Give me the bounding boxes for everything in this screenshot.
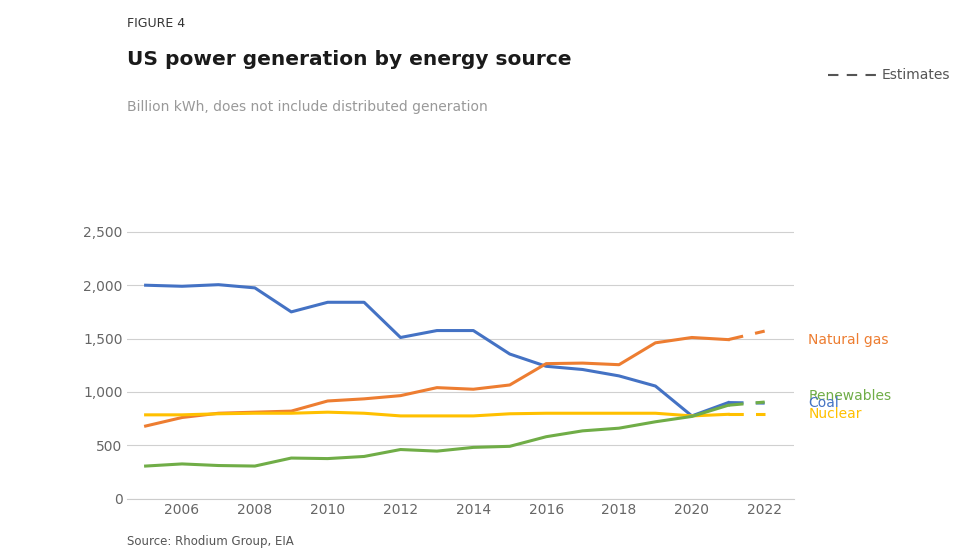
Text: Estimates: Estimates [882, 68, 951, 82]
Text: Nuclear: Nuclear [808, 407, 862, 421]
Text: Billion kWh, does not include distributed generation: Billion kWh, does not include distribute… [127, 100, 488, 114]
Text: Source: Rhodium Group, EIA: Source: Rhodium Group, EIA [127, 536, 294, 548]
Text: Coal: Coal [808, 396, 839, 410]
Text: Natural gas: Natural gas [808, 332, 889, 347]
Text: US power generation by energy source: US power generation by energy source [127, 50, 572, 69]
Text: FIGURE 4: FIGURE 4 [127, 17, 185, 29]
Text: Renewables: Renewables [808, 389, 892, 403]
